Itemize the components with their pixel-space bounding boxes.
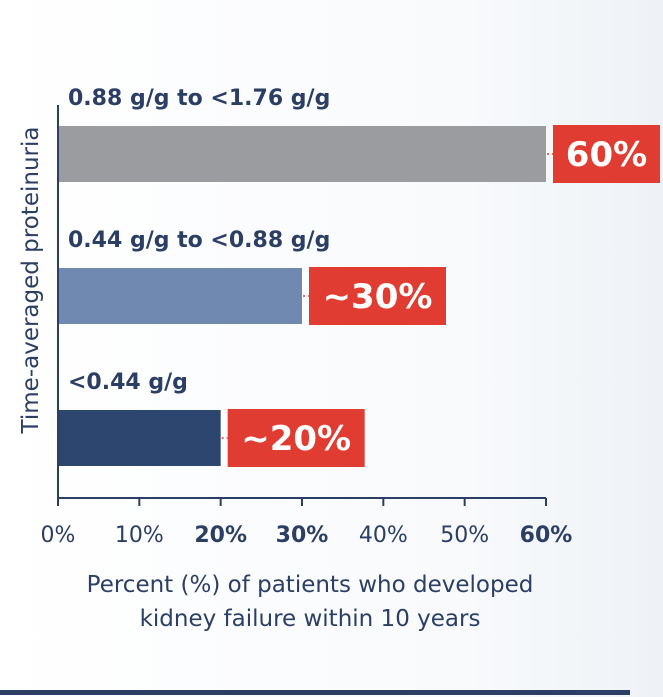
x-tick-label: 50%	[440, 523, 489, 548]
category-label: 0.88 g/g to <1.76 g/g	[68, 86, 330, 111]
x-axis-title-line-1: Percent (%) of patients who developed	[87, 572, 534, 598]
x-tick-label: 0%	[41, 523, 76, 548]
bars-group: 0.88 g/g to <1.76 g/g 60% 0.44 g/g to <0.8…	[59, 86, 660, 467]
value-label-box	[227, 409, 365, 467]
bar	[59, 126, 546, 182]
value-label: ~30%	[323, 277, 433, 317]
value-label-box	[553, 125, 660, 183]
category-label: 0.44 g/g to <0.88 g/g	[68, 228, 330, 253]
bar	[59, 268, 302, 324]
x-axis-ticks: 0% 10% 20% 30% 40% 50% 60%	[41, 498, 573, 548]
value-label-box	[309, 267, 446, 325]
bar	[59, 410, 221, 466]
x-tick-label: 30%	[276, 523, 329, 548]
value-label: 60%	[566, 135, 647, 175]
y-axis-title: Time-averaged proteinuria	[18, 127, 44, 435]
y-axis-title-group: Time-averaged proteinuria	[18, 127, 44, 435]
bottom-divider	[0, 690, 630, 695]
category-label: <0.44 g/g	[68, 370, 188, 395]
x-axis-title-line-2: kidney failure within 10 years	[140, 606, 481, 632]
x-tick-label: 10%	[115, 523, 164, 548]
x-tick-label: 20%	[194, 523, 247, 548]
value-label: ~20%	[241, 419, 351, 459]
x-tick-label: 60%	[520, 523, 573, 548]
x-tick-label: 40%	[359, 523, 408, 548]
